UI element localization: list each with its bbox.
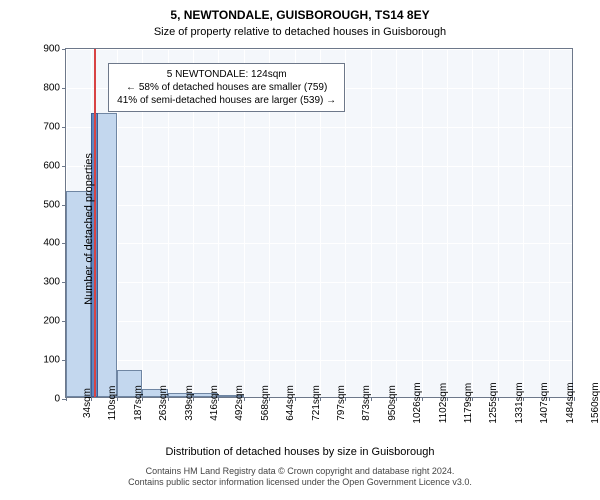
- x-tick-label: 1255sqm: [472, 382, 499, 423]
- y-tick-mark: [62, 360, 66, 361]
- chart-subtitle: Size of property relative to detached ho…: [0, 26, 600, 38]
- x-tick-label: 492sqm: [218, 385, 245, 421]
- x-axis-label: Distribution of detached houses by size …: [0, 446, 600, 458]
- x-tick-mark: [320, 397, 321, 401]
- x-tick-label: 797sqm: [320, 385, 347, 421]
- y-tick-mark: [62, 205, 66, 206]
- x-tick-mark: [295, 397, 296, 401]
- tooltip-line2: ← 58% of detached houses are smaller (75…: [117, 81, 336, 94]
- x-tick-mark: [447, 397, 448, 401]
- y-tick-mark: [62, 166, 66, 167]
- x-tick-label: 339sqm: [168, 385, 195, 421]
- y-axis-label: Number of detached properties: [83, 153, 95, 305]
- x-tick-mark: [269, 397, 270, 401]
- x-tick-mark: [396, 397, 397, 401]
- x-tick-mark: [498, 397, 499, 401]
- x-tick-mark: [574, 397, 575, 401]
- property-tooltip: 5 NEWTONDALE: 124sqm ← 58% of detached h…: [108, 63, 345, 112]
- grid-line-v: [396, 49, 397, 397]
- x-tick-label: 1331sqm: [498, 382, 525, 423]
- x-tick-mark: [371, 397, 372, 401]
- x-tick-label: 1407sqm: [523, 382, 550, 423]
- chart-title: 5, NEWTONDALE, GUISBOROUGH, TS14 8EY: [0, 8, 600, 22]
- footer-line1: Contains HM Land Registry data © Crown c…: [0, 466, 600, 477]
- x-tick-label: 1026sqm: [396, 382, 423, 423]
- grid-line-v: [472, 49, 473, 397]
- grid-line-v: [345, 49, 346, 397]
- y-tick-mark: [62, 49, 66, 50]
- x-tick-label: 34sqm: [66, 388, 93, 418]
- x-tick-label: 873sqm: [345, 385, 372, 421]
- y-tick-label: 900: [43, 44, 60, 55]
- x-tick-label: 950sqm: [371, 385, 398, 421]
- grid-line-v: [498, 49, 499, 397]
- grid-line-v: [371, 49, 372, 397]
- x-tick-mark: [193, 397, 194, 401]
- x-tick-label: 1560sqm: [574, 382, 600, 423]
- x-tick-mark: [168, 397, 169, 401]
- grid-line-v: [523, 49, 524, 397]
- chart-container: 5, NEWTONDALE, GUISBOROUGH, TS14 8EY Siz…: [0, 0, 600, 500]
- x-tick-label: 263sqm: [142, 385, 169, 421]
- x-tick-label: 1179sqm: [447, 383, 474, 423]
- x-tick-mark: [218, 397, 219, 401]
- x-tick-mark: [345, 397, 346, 401]
- tooltip-line1: 5 NEWTONDALE: 124sqm: [117, 68, 336, 81]
- y-tick-mark: [62, 88, 66, 89]
- y-tick-label: 500: [43, 199, 60, 210]
- tooltip-line3: 41% of semi-detached houses are larger (…: [117, 94, 336, 107]
- x-tick-label: 644sqm: [269, 385, 296, 421]
- y-tick-mark: [62, 127, 66, 128]
- y-tick-mark: [62, 282, 66, 283]
- y-tick-label: 300: [43, 277, 60, 288]
- x-tick-mark: [91, 397, 92, 401]
- grid-line-v: [549, 49, 550, 397]
- x-tick-label: 1484sqm: [549, 382, 576, 423]
- grid-line-v: [422, 49, 423, 397]
- y-tick-label: 0: [54, 394, 60, 405]
- x-tick-label: 721sqm: [295, 385, 322, 421]
- x-tick-mark: [523, 397, 524, 401]
- y-tick-label: 600: [43, 160, 60, 171]
- x-tick-label: 187sqm: [117, 385, 144, 421]
- y-tick-label: 700: [43, 121, 60, 132]
- y-tick-label: 200: [43, 316, 60, 327]
- x-tick-label: 1102sqm: [422, 383, 449, 423]
- y-tick-mark: [62, 321, 66, 322]
- x-tick-mark: [472, 397, 473, 401]
- grid-line-v: [447, 49, 448, 397]
- x-tick-label: 416sqm: [193, 385, 220, 421]
- x-tick-mark: [117, 397, 118, 401]
- x-tick-mark: [66, 397, 67, 401]
- x-tick-mark: [244, 397, 245, 401]
- x-tick-label: 110sqm: [91, 386, 118, 421]
- y-tick-label: 800: [43, 82, 60, 93]
- x-tick-label: 568sqm: [244, 385, 271, 421]
- y-tick-mark: [62, 243, 66, 244]
- x-tick-mark: [549, 397, 550, 401]
- y-tick-label: 100: [43, 355, 60, 366]
- footer-line2: Contains public sector information licen…: [0, 477, 600, 488]
- grid-line-v: [574, 49, 575, 397]
- x-tick-mark: [142, 397, 143, 401]
- chart-footer: Contains HM Land Registry data © Crown c…: [0, 466, 600, 488]
- plot-area: 5 NEWTONDALE: 124sqm ← 58% of detached h…: [65, 48, 573, 398]
- y-tick-label: 400: [43, 238, 60, 249]
- x-tick-mark: [422, 397, 423, 401]
